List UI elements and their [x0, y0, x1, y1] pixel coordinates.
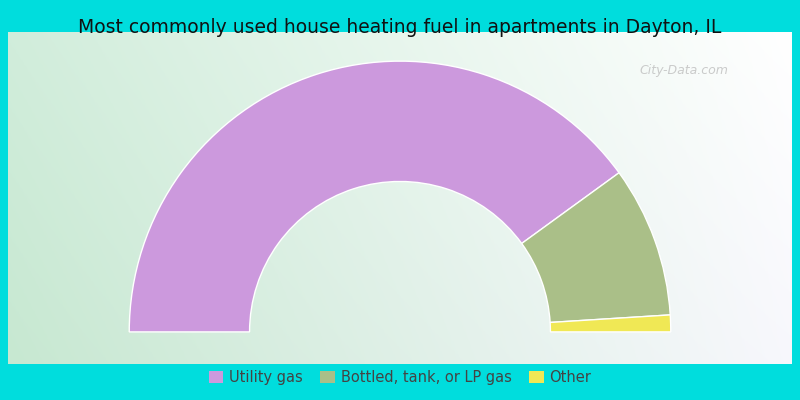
Wedge shape: [550, 315, 670, 332]
Legend: Utility gas, Bottled, tank, or LP gas, Other: Utility gas, Bottled, tank, or LP gas, O…: [202, 364, 598, 391]
Text: Most commonly used house heating fuel in apartments in Dayton, IL: Most commonly used house heating fuel in…: [78, 18, 722, 37]
Wedge shape: [522, 173, 670, 322]
Wedge shape: [130, 61, 619, 332]
Text: City-Data.com: City-Data.com: [639, 64, 728, 77]
